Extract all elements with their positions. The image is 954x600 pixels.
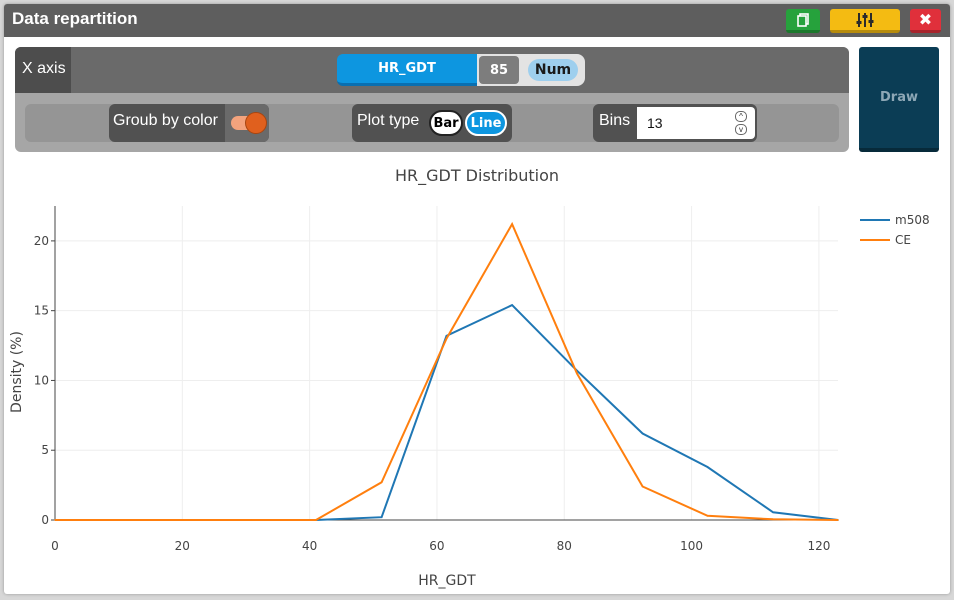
x-tick-label: 100 <box>680 539 703 553</box>
data-point-CE <box>706 515 709 517</box>
data-point-CE <box>445 337 448 340</box>
data-point-CE <box>54 519 56 521</box>
x-tick-label: 20 <box>175 539 190 553</box>
title-bar: Data repartition ✖ <box>4 4 950 37</box>
group-by-color-label: Groub by color <box>113 112 218 129</box>
y-tick-label: 20 <box>34 234 49 248</box>
x-axis-field-select[interactable]: HR_GDT <box>337 54 477 86</box>
x-axis-label: X axis <box>15 47 71 93</box>
legend-label-m508: m508 <box>895 213 930 227</box>
y-tick-label: 0 <box>41 513 49 527</box>
close-button[interactable]: ✖ <box>910 9 941 33</box>
y-tick-label: 10 <box>34 373 49 387</box>
data-point-CE <box>380 481 383 484</box>
distribution-chart: 0 20 40 60 80 100 120 0 5 10 15 20 m508 CE HR_GDT Di… <box>9 166 930 589</box>
plot-type-control: Plot type Bar Line <box>352 104 512 142</box>
plot-type-bar-option[interactable]: Bar <box>429 110 463 136</box>
data-point-m508 <box>641 432 644 435</box>
data-point-CE <box>641 485 644 488</box>
plot-type-label: Plot type <box>357 112 420 129</box>
x-tick-label: 80 <box>557 539 572 553</box>
y-tick-label: 15 <box>34 304 49 318</box>
data-point-CE <box>576 372 578 375</box>
draw-button[interactable]: Draw <box>859 47 939 152</box>
x-tick-label: 0 <box>51 539 59 553</box>
x-axis-row: X axis HR_GDT 85 Num <box>15 47 849 93</box>
chart-title: HR_GDT Distribution <box>395 166 559 186</box>
x-tick-label: 60 <box>429 539 444 553</box>
data-point-CE <box>119 519 122 521</box>
group-by-color-control: Groub by color <box>109 104 269 142</box>
data-point-m508 <box>511 304 513 306</box>
bins-input[interactable]: 13 ^ v <box>637 107 755 139</box>
bins-increment-button[interactable]: ^ <box>735 111 747 122</box>
plot-type-line-option[interactable]: Line <box>465 110 507 136</box>
axes: 0 20 40 60 80 100 120 0 5 10 15 20 <box>34 206 838 553</box>
close-icon: ✖ <box>918 10 933 29</box>
value-count-badge: 85 <box>479 56 519 84</box>
toggle-knob <box>245 112 267 134</box>
copy-button[interactable] <box>786 9 820 33</box>
x-axis-title: HR_GDT <box>418 573 476 589</box>
data-point-CE <box>315 519 317 521</box>
type-badge: Num <box>528 59 578 81</box>
data-point-CE <box>184 519 187 521</box>
copy-icon <box>797 12 809 27</box>
data-point-CE <box>250 519 252 521</box>
legend-label-CE: CE <box>895 233 911 247</box>
field-info: 85 Num <box>477 54 585 86</box>
window-title: Data repartition <box>12 9 138 28</box>
data-point-CE <box>837 519 839 521</box>
bins-control: Bins 13 ^ v <box>593 104 757 142</box>
y-axis-title: Density (%) <box>9 331 25 413</box>
plot-options-row: Groub by color Plot type Bar Line Bins 1… <box>25 104 839 142</box>
bins-label: Bins <box>599 112 631 129</box>
bins-value: 13 <box>647 115 663 131</box>
x-tick-label: 40 <box>302 539 317 553</box>
data-point-CE <box>511 223 513 225</box>
options-panel: X axis HR_GDT 85 Num Groub by color Plot… <box>15 47 849 152</box>
data-point-m508 <box>380 516 383 519</box>
data-point-m508 <box>706 466 709 468</box>
settings-button[interactable] <box>830 9 900 33</box>
data-point-CE <box>772 518 774 521</box>
series-lines <box>54 221 839 521</box>
data-repartition-window: Data repartition ✖ X axis HR_GDT <box>4 4 950 594</box>
legend: m508 CE <box>860 213 930 247</box>
x-tick-label: 120 <box>807 539 830 553</box>
data-point-m508 <box>772 511 774 514</box>
y-tick-label: 5 <box>41 443 49 457</box>
bins-decrement-button[interactable]: v <box>735 124 747 135</box>
group-by-color-toggle[interactable] <box>225 104 269 142</box>
grid-lines <box>54 206 838 521</box>
sliders-icon <box>856 12 874 27</box>
